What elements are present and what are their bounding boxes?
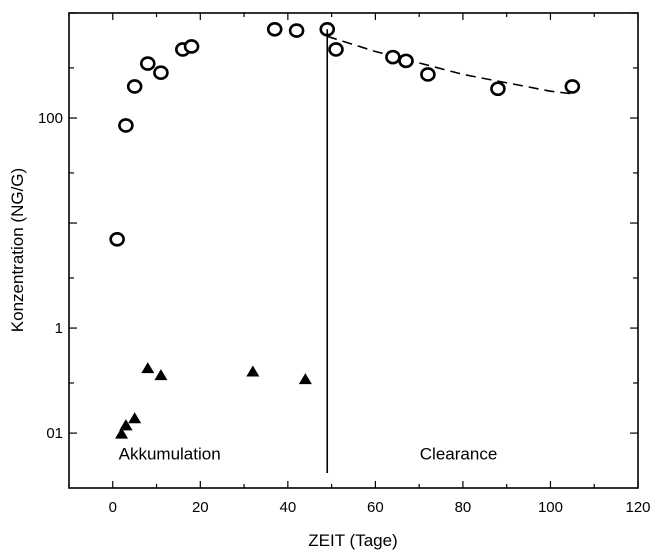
y-tick-label: 100 (38, 110, 63, 127)
data-point-triangle (119, 419, 133, 431)
data-point-circle (288, 23, 305, 38)
axis-ticks: 0 20 40 60 80 100 120 01 1 100 (38, 12, 651, 516)
data-point-circle (398, 53, 414, 69)
label-akkumulation: Akkumulation (119, 444, 221, 463)
data-point-circle (420, 67, 436, 82)
x-tick-label: 100 (538, 499, 563, 516)
x-tick-label: 80 (455, 499, 472, 516)
data-point-triangle (246, 365, 260, 377)
data-point-circle (139, 56, 156, 71)
label-clearance: Clearance (420, 444, 498, 463)
data-point-circle (183, 39, 200, 54)
x-tick-label: 60 (367, 499, 384, 516)
y-tick-label: 1 (55, 320, 63, 337)
data-point-triangle (115, 427, 129, 439)
data-point-triangle (298, 373, 312, 385)
data-point-circle (118, 118, 134, 133)
data-point-circle (109, 232, 125, 247)
data-point-circle (328, 42, 344, 57)
y-tick-label: 01 (46, 425, 63, 442)
x-tick-label: 40 (280, 499, 297, 516)
fit-line-layer (326, 35, 573, 95)
data-point-circle (564, 79, 581, 94)
data-point-circle (153, 65, 169, 81)
x-tick-label: 0 (109, 499, 117, 516)
x-tick-label: 120 (625, 499, 650, 516)
fit-line (326, 35, 573, 95)
data-point-triangle (128, 412, 142, 424)
data-point-circle (385, 49, 401, 65)
annotations: Akkumulation Clearance (119, 444, 498, 463)
data-point-circle (266, 21, 283, 37)
plot-frame (68, 12, 639, 489)
x-axis-title: ZEIT (Tage) (308, 531, 397, 550)
x-tick-label: 20 (192, 499, 209, 516)
data-point-circle (490, 81, 506, 97)
data-point-triangle (141, 362, 155, 374)
data-point-triangle (154, 369, 168, 381)
data-points (109, 21, 581, 439)
data-point-circle (126, 79, 143, 94)
y-axis-title: Konzentration (NG/G) (8, 168, 27, 332)
